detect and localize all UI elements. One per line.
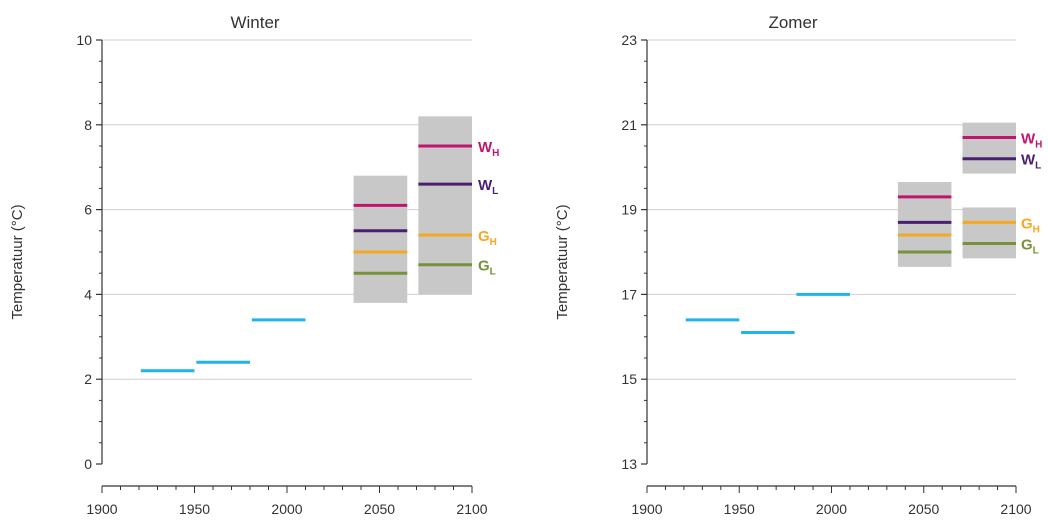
y-axis-title: Temperatuur (°C)	[9, 204, 26, 319]
y-tick-label: 0	[84, 456, 92, 472]
y-tick-label: 21	[621, 117, 637, 133]
scenario-range-box	[962, 207, 1016, 259]
y-tick-label: 8	[84, 117, 92, 133]
scenario-label: WH	[1021, 131, 1042, 151]
scenario-label: WL	[478, 177, 498, 197]
scenario-range-box	[962, 122, 1016, 174]
scenario-label: WH	[478, 139, 499, 159]
scenario-label: GH	[1021, 215, 1040, 235]
scenario-label: GL	[478, 258, 496, 278]
scenario-range-box	[353, 175, 408, 303]
y-tick-label: 17	[621, 286, 637, 302]
y-tick-label: 19	[621, 202, 637, 218]
scenario-label: GL	[1021, 237, 1039, 257]
x-tick-label: 2000	[271, 501, 302, 517]
x-tick-label: 1900	[86, 501, 117, 517]
scenario-label: WL	[1021, 152, 1041, 172]
y-axis-title: Temperatuur (°C)	[554, 204, 571, 319]
y-tick-label: 4	[84, 286, 92, 302]
y-tick-label: 10	[76, 32, 92, 48]
x-tick-label: 2050	[364, 501, 395, 517]
panel-0: Winter Temperatuur (°C) 0 2 4 6 8 10 1900 1950 200…	[9, 13, 499, 517]
x-tick-label: 1950	[724, 501, 755, 517]
y-tick-label: 15	[621, 371, 637, 387]
x-tick-label: 2100	[1000, 501, 1031, 517]
x-tick-label: 2000	[816, 501, 847, 517]
scenario-range-box	[418, 116, 472, 295]
y-tick-label: 2	[84, 371, 92, 387]
chart-title: Winter	[230, 13, 279, 32]
scenario-label: GH	[478, 228, 497, 248]
y-tick-label: 6	[84, 202, 92, 218]
scenario-range-box	[897, 182, 952, 267]
x-tick-label: 2050	[908, 501, 939, 517]
panel-1: Zomer Temperatuur (°C) 13 15 17 19 21 23 1900 195…	[554, 13, 1042, 517]
chart-title: Zomer	[768, 13, 817, 32]
x-tick-label: 2100	[456, 501, 487, 517]
y-tick-label: 13	[621, 456, 637, 472]
y-tick-label: 23	[621, 32, 637, 48]
x-tick-label: 1900	[631, 501, 662, 517]
x-tick-label: 1950	[179, 501, 210, 517]
